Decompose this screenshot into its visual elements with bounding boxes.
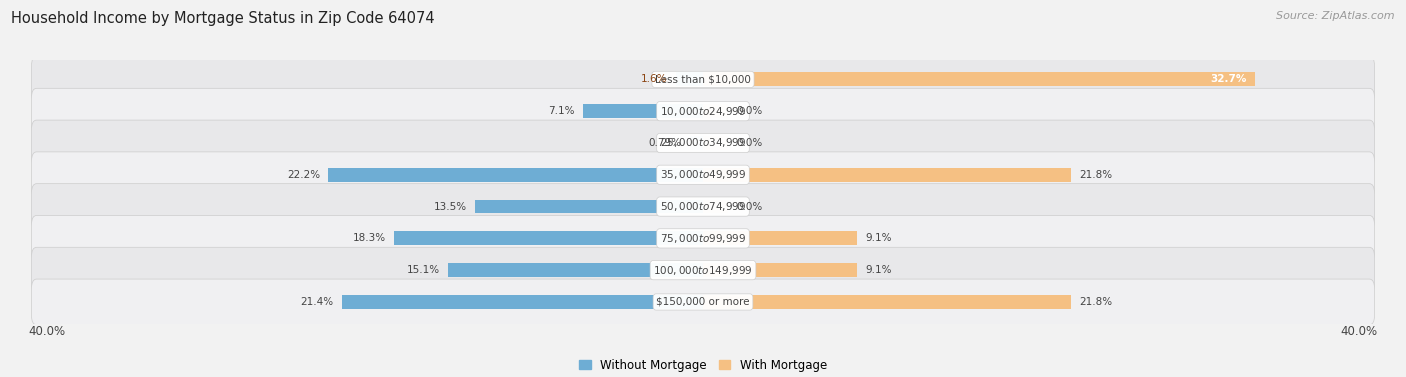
Text: $35,000 to $49,999: $35,000 to $49,999 [659, 168, 747, 181]
Text: 22.2%: 22.2% [287, 170, 321, 180]
Legend: Without Mortgage, With Mortgage: Without Mortgage, With Mortgage [574, 354, 832, 376]
Text: $75,000 to $99,999: $75,000 to $99,999 [659, 232, 747, 245]
Text: 21.8%: 21.8% [1080, 170, 1112, 180]
Text: $150,000 or more: $150,000 or more [657, 297, 749, 307]
Text: 0.0%: 0.0% [737, 138, 763, 148]
Bar [690, 136, 703, 150]
FancyBboxPatch shape [31, 247, 1375, 293]
Text: 0.79%: 0.79% [648, 138, 682, 148]
Bar [703, 295, 1071, 309]
Bar [676, 72, 703, 86]
Text: 18.3%: 18.3% [353, 233, 385, 244]
Bar [703, 231, 856, 245]
FancyBboxPatch shape [31, 279, 1375, 325]
FancyBboxPatch shape [31, 88, 1375, 134]
Text: 40.0%: 40.0% [28, 325, 65, 338]
FancyBboxPatch shape [31, 120, 1375, 166]
Text: 40.0%: 40.0% [1341, 325, 1378, 338]
Text: 21.4%: 21.4% [301, 297, 333, 307]
Text: 9.1%: 9.1% [865, 233, 891, 244]
Text: $10,000 to $24,999: $10,000 to $24,999 [659, 105, 747, 118]
Bar [342, 295, 703, 309]
Bar [703, 136, 728, 150]
FancyBboxPatch shape [31, 57, 1375, 102]
FancyBboxPatch shape [31, 184, 1375, 230]
Text: 13.5%: 13.5% [433, 202, 467, 211]
Bar [703, 72, 1254, 86]
Text: 32.7%: 32.7% [1211, 74, 1246, 84]
Bar [475, 200, 703, 213]
FancyBboxPatch shape [31, 216, 1375, 261]
Text: 9.1%: 9.1% [865, 265, 891, 275]
Bar [703, 200, 728, 213]
Bar [703, 104, 728, 118]
Text: Less than $10,000: Less than $10,000 [655, 74, 751, 84]
Text: 0.0%: 0.0% [737, 106, 763, 116]
Bar [583, 104, 703, 118]
FancyBboxPatch shape [31, 152, 1375, 198]
Text: $25,000 to $34,999: $25,000 to $34,999 [659, 136, 747, 150]
Bar [703, 168, 1071, 182]
Text: $100,000 to $149,999: $100,000 to $149,999 [654, 264, 752, 277]
Bar [329, 168, 703, 182]
Text: 21.8%: 21.8% [1080, 297, 1112, 307]
Text: 1.6%: 1.6% [641, 74, 668, 84]
Text: Household Income by Mortgage Status in Zip Code 64074: Household Income by Mortgage Status in Z… [11, 11, 434, 26]
Text: Source: ZipAtlas.com: Source: ZipAtlas.com [1277, 11, 1395, 21]
Bar [449, 263, 703, 277]
Text: $50,000 to $74,999: $50,000 to $74,999 [659, 200, 747, 213]
Text: 15.1%: 15.1% [406, 265, 440, 275]
Text: 0.0%: 0.0% [737, 202, 763, 211]
Bar [394, 231, 703, 245]
Text: 7.1%: 7.1% [548, 106, 575, 116]
Bar [703, 263, 856, 277]
